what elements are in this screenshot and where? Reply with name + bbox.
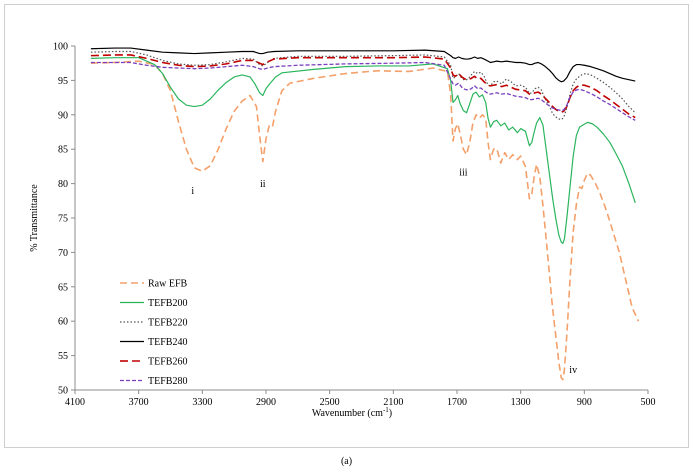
y-tick-label: 55 [58, 351, 68, 362]
legend-label: TEFB200 [148, 298, 187, 309]
series-line-tefb200 [90, 57, 636, 245]
peak-annotation: ii [260, 179, 266, 190]
y-tick-label: 50 [58, 386, 68, 397]
y-tick-label: 85 [58, 145, 68, 156]
x-axis-title-main: Wavenumber (cm [312, 408, 383, 419]
y-tick-label: 90 [58, 110, 68, 121]
peak-annotation: iv [569, 365, 577, 376]
y-tick-label: 70 [58, 248, 68, 259]
x-tick-label: 2100 [383, 397, 403, 408]
figure-caption: (a) [340, 456, 353, 467]
peak-annotation: iii [459, 167, 468, 178]
ftir-chart: 50 55 60 65 70 75 80 85 90 95 100 4100 3700 3300 2900 2… [29, 42, 656, 420]
x-axis-title-close: ) [389, 408, 392, 419]
x-tick-label: 4100 [65, 397, 85, 408]
legend-label: TEFB240 [148, 337, 187, 348]
y-axis-title: % Transmittance [29, 184, 40, 252]
x-tick-label: 2500 [320, 397, 340, 408]
x-tick-label: 1300 [511, 397, 531, 408]
x-tick-label: 500 [641, 397, 656, 408]
legend-label: TEFB260 [148, 357, 187, 368]
y-tick-label: 75 [58, 214, 68, 225]
legend-label: Raw EFB [148, 279, 188, 290]
series-line-tefb280 [90, 61, 636, 121]
y-tick-label: 60 [58, 317, 68, 328]
series-layer [90, 47, 640, 381]
x-tick-label: 900 [577, 397, 592, 408]
x-tick-label: 2900 [256, 397, 276, 408]
x-tick-label: 1700 [447, 397, 467, 408]
y-tick-label: 95 [58, 76, 68, 87]
x-tick-label: 3700 [129, 397, 149, 408]
legend: Raw EFB TEFB200 TEFB220 TEFB240 TEFB260 TEFB2… [120, 279, 188, 387]
series-line-raw-efb [90, 60, 640, 381]
chart-frame [4, 4, 689, 448]
legend-label: TEFB280 [148, 376, 187, 387]
x-axis-title-sup: -1 [383, 406, 389, 414]
y-tick-label: 80 [58, 179, 68, 190]
series-line-tefb260 [90, 54, 636, 119]
x-tick-label: 3300 [192, 397, 212, 408]
x-axis-title: Wavenumber (cm-1) [312, 406, 392, 419]
axes: 50 55 60 65 70 75 80 85 90 95 100 4100 3700 3300 2900 2… [53, 42, 656, 409]
series-line-tefb240 [90, 47, 636, 83]
peak-annotation: i [191, 186, 194, 197]
series-line-tefb220 [90, 50, 636, 121]
legend-label: TEFB220 [148, 318, 187, 329]
y-tick-label: 65 [58, 282, 68, 293]
y-tick-label: 100 [53, 42, 68, 53]
